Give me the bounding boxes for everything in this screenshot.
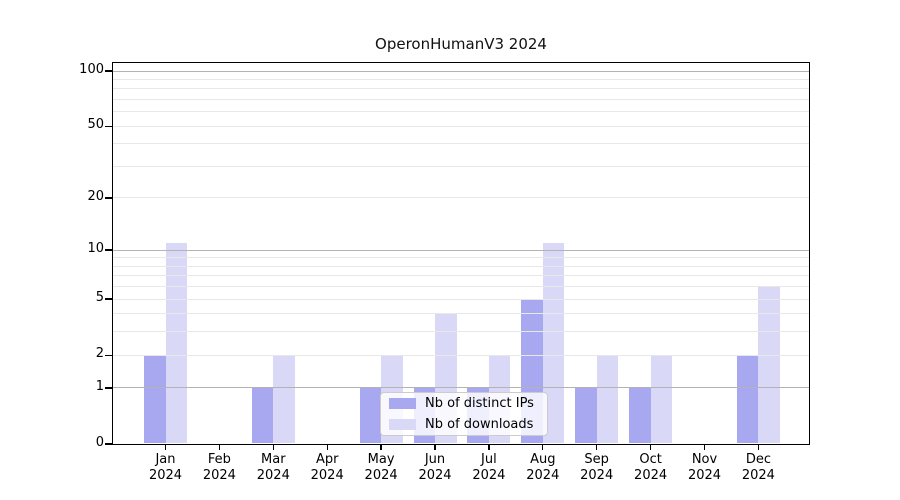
- x-tick-mark-sep: [596, 445, 598, 450]
- x-tick-mark-apr: [326, 445, 328, 450]
- bar-nb-of-distinct-ips-oct-2024: [629, 387, 651, 443]
- legend-label-distinct-ips: Nb of distinct IPs: [425, 396, 534, 411]
- legend: Nb of distinct IPs Nb of downloads: [380, 392, 548, 436]
- y-tick-mark-5: [105, 298, 112, 300]
- x-tick-label-dec-2024: Dec 2024: [741, 452, 775, 483]
- gridline-minor-40: [113, 143, 809, 145]
- gridline-minor-50: [113, 125, 809, 127]
- gridline-major-10: [113, 249, 809, 251]
- x-tick-mark-oct: [649, 445, 652, 450]
- gridline-minor-2: [113, 354, 809, 356]
- bar-nb-of-downloads-dec-2024: [758, 286, 780, 443]
- x-tick-label-sep-2024: Sep 2024: [580, 452, 614, 483]
- gridline-minor-30: [113, 165, 809, 167]
- x-tick-label-feb-2024: Feb 2024: [202, 452, 236, 483]
- bar-nb-of-downloads-mar-2024: [273, 355, 295, 443]
- x-tick-label-may-2024: May 2024: [364, 452, 398, 483]
- x-tick-label-jun-2024: Jun 2024: [418, 452, 452, 483]
- bar-nb-of-downloads-jan-2024: [165, 243, 187, 443]
- bar-nb-of-distinct-ips-sep-2024: [575, 387, 597, 443]
- gridline-minor-6: [113, 286, 809, 288]
- y-tick-label-100: 100: [79, 62, 104, 77]
- x-tick-mark-mar: [272, 445, 274, 450]
- x-tick-label-jul-2024: Jul 2024: [472, 452, 506, 483]
- gridline-minor-20: [113, 197, 809, 199]
- bar-nb-of-downloads-aug-2024: [542, 243, 565, 443]
- legend-row-distinct-ips: Nb of distinct IPs: [389, 396, 539, 411]
- legend-label-downloads: Nb of downloads: [425, 417, 534, 432]
- gridline-major-100: [113, 70, 809, 72]
- x-tick-mark-dec: [757, 445, 760, 450]
- x-tick-mark-nov: [703, 445, 706, 450]
- bar-nb-of-distinct-ips-dec-2024: [736, 355, 759, 443]
- bar-nb-of-distinct-ips-mar-2024: [251, 387, 274, 443]
- y-tick-label-10: 10: [87, 241, 104, 257]
- y-tick-mark-20: [105, 197, 112, 199]
- y-tick-label-2: 2: [95, 346, 104, 362]
- gridline-minor-9: [113, 257, 809, 259]
- y-tick-label-1: 1: [95, 378, 104, 394]
- x-tick-label-apr-2024: Apr 2024: [310, 452, 344, 483]
- y-tick-label-0: 0: [95, 435, 104, 450]
- gridline-minor-60: [113, 111, 809, 113]
- y-tick-mark-50: [105, 125, 112, 127]
- gridline-minor-4: [113, 313, 809, 315]
- x-tick-mark-jun: [434, 445, 436, 450]
- gridline-minor-8: [113, 265, 809, 267]
- gridline-major-1: [113, 387, 809, 389]
- gridline-minor-90: [113, 78, 809, 80]
- x-tick-label-aug-2024: Aug 2024: [526, 452, 560, 483]
- y-tick-mark-2: [105, 354, 112, 356]
- legend-swatch-downloads-icon: [389, 419, 416, 430]
- gridline-minor-80: [113, 88, 809, 90]
- bar-nb-of-downloads-sep-2024: [596, 355, 619, 443]
- chart-title: OperonHumanV3 2024: [375, 35, 547, 53]
- y-tick-label-20: 20: [87, 188, 104, 204]
- y-tick-mark-100: [105, 70, 112, 72]
- x-tick-mark-aug: [542, 445, 544, 450]
- x-tick-mark-feb: [218, 445, 221, 450]
- bar-nb-of-distinct-ips-jan-2024: [144, 355, 166, 443]
- gridline-minor-3: [113, 331, 809, 333]
- y-tick-label-50: 50: [87, 117, 104, 133]
- bar-nb-of-downloads-oct-2024: [650, 355, 673, 443]
- y-tick-mark-1: [105, 387, 112, 389]
- x-tick-label-jan-2024: Jan 2024: [148, 452, 183, 483]
- y-tick-label-5: 5: [95, 290, 104, 306]
- bar-nb-of-distinct-ips-may-2024: [359, 387, 382, 443]
- x-tick-label-nov-2024: Nov 2024: [687, 452, 722, 483]
- gridline-minor-7: [113, 275, 809, 277]
- x-tick-mark-may: [380, 445, 382, 450]
- gridline-minor-70: [113, 98, 809, 100]
- y-tick-mark-0: [105, 443, 112, 445]
- gridline-minor-5: [113, 298, 809, 300]
- x-tick-mark-jan: [164, 445, 167, 450]
- x-tick-label-mar-2024: Mar 2024: [256, 452, 290, 483]
- legend-swatch-distinct-ips-icon: [389, 398, 416, 409]
- y-tick-mark-10: [105, 249, 112, 251]
- legend-row-downloads: Nb of downloads: [389, 417, 539, 432]
- x-tick-label-oct-2024: Oct 2024: [634, 452, 668, 483]
- x-tick-mark-jul: [488, 445, 490, 450]
